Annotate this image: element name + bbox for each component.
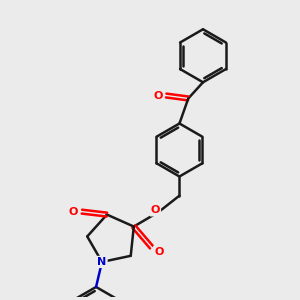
Text: O: O (154, 247, 164, 256)
Text: O: O (153, 91, 163, 100)
Text: O: O (151, 206, 160, 215)
Text: O: O (69, 207, 78, 217)
Text: N: N (97, 257, 106, 267)
